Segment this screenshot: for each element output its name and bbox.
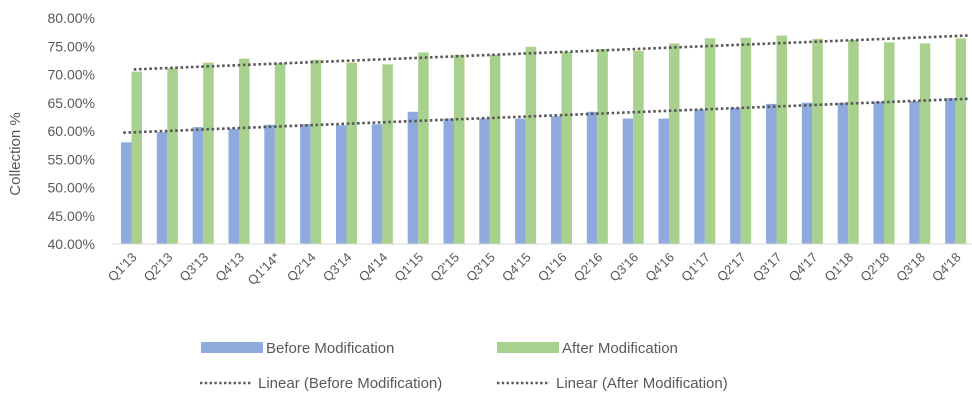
x-tick-label: Q3'18 bbox=[893, 250, 928, 285]
bar-after-modification bbox=[704, 38, 716, 245]
y-tick-label: 65.00% bbox=[48, 95, 95, 111]
y-tick-label: 45.00% bbox=[48, 208, 95, 224]
bar-after-modification bbox=[167, 68, 178, 244]
legend-label-after-modification: After Modification bbox=[562, 340, 678, 357]
x-tick-label: Q3'15 bbox=[463, 250, 498, 285]
bar-before-modification bbox=[156, 132, 168, 244]
y-tick-label: 40.00% bbox=[48, 236, 95, 252]
y-axis: 40.00% 45.00% 50.00% 55.00% 60.00% 65.00% 70.0… bbox=[48, 10, 95, 252]
bar-after-modification bbox=[776, 35, 787, 244]
bar-before-modification bbox=[407, 111, 419, 244]
legend-label-linear-after: Linear (After Modification) bbox=[556, 375, 728, 392]
legend-label-linear-before: Linear (Before Modification) bbox=[258, 375, 442, 392]
y-axis-title: Collection % bbox=[7, 112, 24, 195]
y-tick-label: 70.00% bbox=[48, 67, 95, 83]
y-tick-label: 80.00% bbox=[48, 10, 95, 26]
y-tick-label: 75.00% bbox=[48, 38, 95, 54]
bar-before-modification bbox=[264, 124, 275, 244]
bar-after-modification bbox=[489, 54, 501, 244]
x-tick-label: Q1'13 bbox=[105, 250, 140, 285]
bar-before-modification bbox=[336, 125, 347, 244]
bar-before-modification bbox=[192, 127, 204, 244]
x-tick-label: Q3'13 bbox=[176, 250, 211, 285]
bar-after-modification bbox=[310, 59, 322, 245]
x-tick-label: Q2'13 bbox=[141, 250, 176, 285]
legend-label-before-modification: Before Modification bbox=[266, 340, 394, 357]
bar-before-modification bbox=[371, 124, 383, 244]
x-tick-label: Q1'15 bbox=[391, 250, 426, 285]
bar-after-modification bbox=[884, 42, 895, 244]
x-tick-label: Q2'16 bbox=[571, 250, 606, 285]
x-tick-label: Q1'14* bbox=[245, 250, 283, 288]
x-tick-label: Q2'14 bbox=[284, 250, 319, 285]
bar-after-modification bbox=[848, 40, 859, 244]
bar-after-modification bbox=[239, 58, 250, 245]
trendline-after-modification bbox=[133, 34, 969, 71]
bar-before-modification bbox=[121, 142, 132, 244]
bar-before-modification bbox=[658, 118, 669, 244]
legend-swatch-after-modification bbox=[497, 342, 559, 353]
bar-after-modification bbox=[203, 62, 214, 245]
bar-before-modification bbox=[443, 118, 454, 244]
bar-before-modification bbox=[586, 111, 598, 244]
bar-after-modification bbox=[274, 63, 286, 245]
bar-before-modification bbox=[801, 102, 813, 244]
x-tick-label: Q2'15 bbox=[427, 250, 462, 285]
bar-before-modification bbox=[622, 118, 634, 244]
y-tick-label: 60.00% bbox=[48, 123, 95, 139]
bar-before-modification bbox=[228, 128, 239, 244]
bar-before-modification bbox=[479, 118, 490, 244]
x-tick-label: Q4'18 bbox=[929, 250, 964, 285]
bar-before-modification bbox=[300, 124, 311, 244]
bar-after-modification bbox=[561, 51, 572, 245]
bar-after-modification bbox=[669, 43, 680, 244]
bar-after-modification bbox=[418, 52, 429, 245]
bar-after-modification bbox=[454, 54, 465, 244]
y-tick-label: 50.00% bbox=[48, 180, 95, 196]
bar-after-modification bbox=[597, 49, 608, 245]
bar-before-modification bbox=[515, 118, 526, 244]
x-tick-label: Q3'14 bbox=[320, 250, 355, 285]
x-tick-label: Q2'17 bbox=[714, 250, 749, 285]
bars bbox=[121, 35, 967, 245]
y-tick-label: 55.00% bbox=[48, 151, 95, 167]
bar-after-modification bbox=[525, 46, 537, 244]
bar-after-modification bbox=[740, 37, 752, 245]
bar-before-modification bbox=[837, 102, 849, 244]
legend-swatch-before-modification bbox=[201, 342, 263, 353]
x-tick-label: Q1'17 bbox=[678, 250, 713, 285]
x-tick-label: Q2'18 bbox=[857, 250, 892, 285]
x-tick-label: Q4'17 bbox=[786, 250, 821, 285]
trendlines bbox=[123, 34, 969, 134]
bar-before-modification bbox=[730, 107, 741, 245]
bar-before-modification bbox=[909, 101, 920, 245]
x-tick-label: Q1'16 bbox=[535, 250, 570, 285]
x-tick-label: Q3'16 bbox=[606, 250, 641, 285]
bar-after-modification bbox=[955, 38, 967, 245]
bar-before-modification bbox=[694, 109, 705, 244]
x-tick-label: Q4'13 bbox=[212, 250, 247, 285]
x-tick-label: Q1'18 bbox=[821, 250, 856, 285]
bar-after-modification bbox=[633, 50, 644, 244]
bar-after-modification bbox=[812, 38, 823, 244]
bar-before-modification bbox=[945, 98, 956, 244]
bar-after-modification bbox=[382, 64, 393, 244]
bar-after-modification bbox=[346, 62, 357, 245]
legend: Before Modification After Modification Lin… bbox=[200, 340, 728, 392]
trendline-before-modification bbox=[123, 97, 969, 134]
bar-before-modification bbox=[766, 103, 777, 244]
bar-after-modification bbox=[131, 71, 142, 244]
bar-before-modification bbox=[873, 101, 884, 245]
x-tick-label: Q3'17 bbox=[750, 250, 785, 285]
x-tick-label: Q4'15 bbox=[499, 250, 534, 285]
bar-before-modification bbox=[551, 116, 562, 244]
x-tick-label: Q4'16 bbox=[642, 250, 677, 285]
bar-after-modification bbox=[919, 43, 931, 244]
x-tick-label: Q4'14 bbox=[356, 250, 391, 285]
